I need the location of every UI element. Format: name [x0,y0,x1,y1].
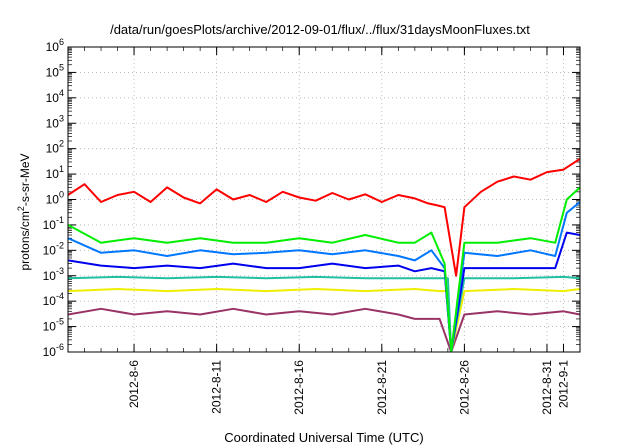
y-tick-label: 101 [46,164,64,181]
y-tick-label-exponent: -6 [56,342,64,352]
y-tick-label: 100 [46,190,64,207]
y-tick-label: 10-3 [43,266,64,283]
y-tick-label: 104 [46,88,64,105]
y-tick-label-exponent: -2 [56,240,64,250]
y-tick-label: 10-2 [43,240,64,257]
y-tick-label: 10-6 [43,342,64,359]
y-tick-label: 105 [46,62,64,79]
y-tick-label-exponent: 1 [59,164,64,174]
y-tick-label-base: 10 [43,243,57,257]
y-tick-label-exponent: 5 [59,62,64,72]
y-tick-label-base: 10 [46,65,60,79]
y-tick-label-exponent: -5 [56,317,64,327]
y-tick-label-base: 10 [43,345,57,359]
y-tick-label-base: 10 [43,269,57,283]
y-tick-label-base: 10 [46,193,60,207]
x-tick-label: 2012-8-21 [375,360,389,415]
y-tick-label: 103 [46,113,64,130]
y-tick-label-base: 10 [46,40,60,54]
y-tick-label: 10-5 [43,317,64,334]
x-tick-label: 2012-8-26 [457,360,471,415]
y-tick-label-base: 10 [43,218,57,232]
series-line [68,186,580,352]
y-tick-label-exponent: -4 [56,291,64,301]
y-tick-label: 102 [46,139,64,156]
series-line [68,288,580,352]
y-tick-label-base: 10 [46,142,60,156]
series-line [68,201,580,352]
y-tick-label-base: 10 [46,116,60,130]
series-line [68,275,580,352]
y-tick-label: 10-1 [43,215,64,232]
y-tick-label-exponent: 4 [59,88,64,98]
y-tick-label-base: 10 [46,91,60,105]
y-tick-label-base: 10 [46,167,60,181]
series-line [68,231,580,352]
y-tick-label: 106 [46,37,64,54]
series-line [68,157,580,277]
y-tick-label-exponent: 3 [59,113,64,123]
series-line [68,307,580,352]
x-tick-label: 2012-9-1 [556,360,570,408]
x-tick-label: 2012-8-11 [210,360,224,414]
x-axis-label: Coordinated Universal Time (UTC) [224,430,424,445]
x-tick-label: 2012-8-6 [127,360,141,408]
plot-frame [67,46,581,353]
x-tick-label: 2012-8-31 [540,360,554,415]
y-tick-label-base: 10 [43,320,57,334]
y-tick-label-exponent: 6 [59,37,64,47]
y-tick-label-base: 10 [43,294,57,308]
y-tick-label-exponent: 2 [59,139,64,149]
x-tick-label: 2012-8-16 [292,360,306,415]
y-tick-label-exponent: -3 [56,266,64,276]
y-tick-label-exponent: -1 [56,215,64,225]
y-tick-label-exponent: 0 [59,190,64,200]
y-tick-label: 10-4 [43,291,64,308]
chart-title: /data/run/goesPlots/archive/2012-09-01/f… [110,22,530,37]
